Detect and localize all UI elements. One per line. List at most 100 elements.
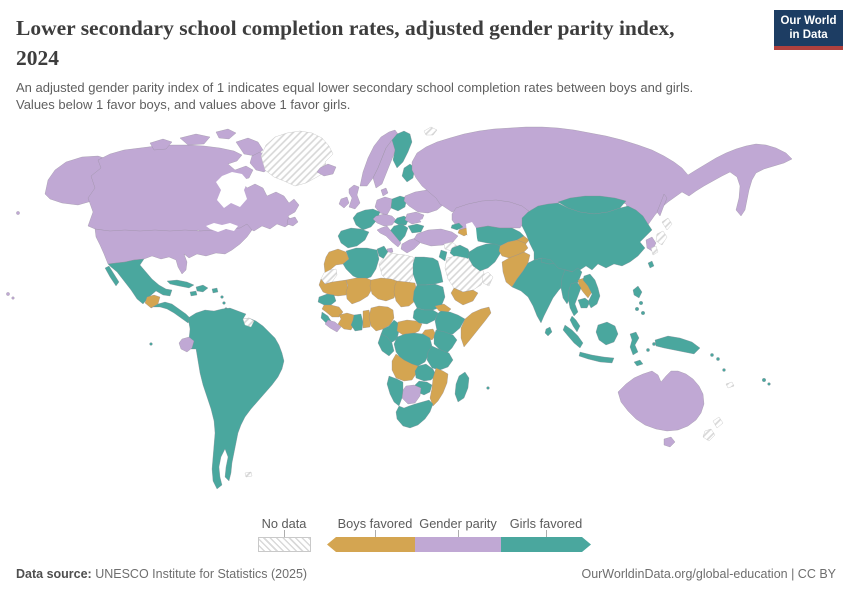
region-uk[interactable] — [348, 184, 361, 210]
region-gabon-congo[interactable] — [377, 333, 395, 357]
region-hawaii[interactable] — [6, 292, 10, 296]
region-tasmania[interactable] — [663, 436, 676, 448]
region-malaysia[interactable] — [569, 315, 581, 333]
region-banks-island[interactable] — [149, 138, 173, 151]
region-fiji[interactable] — [762, 378, 767, 383]
region-mozambique[interactable] — [429, 367, 449, 407]
region-iceland[interactable] — [316, 163, 337, 177]
legend-no-data-swatch[interactable] — [258, 537, 311, 552]
region-falklands[interactable] — [244, 471, 253, 478]
region-australia[interactable] — [617, 370, 705, 432]
region-senegal[interactable] — [317, 293, 337, 306]
region-france[interactable] — [352, 208, 381, 231]
region-vanuatu[interactable] — [722, 368, 726, 372]
region-togo-benin[interactable] — [362, 309, 372, 329]
legend-swatch-boys-favored[interactable] — [327, 537, 415, 552]
region-namibia[interactable] — [386, 375, 404, 407]
region-canadian-arctic[interactable] — [235, 137, 264, 157]
region-moluccas-2[interactable] — [652, 342, 656, 346]
region-thailand[interactable] — [567, 281, 582, 317]
region-libya[interactable] — [378, 251, 416, 288]
region-timor[interactable] — [633, 359, 644, 367]
region-philippines[interactable] — [632, 285, 643, 299]
region-hispaniola[interactable] — [195, 284, 209, 293]
region-ellesmere[interactable] — [215, 128, 237, 140]
region-japan-hokkaido[interactable] — [661, 217, 673, 231]
region-central-europe[interactable] — [372, 213, 397, 227]
region-antilles-1[interactable] — [220, 295, 224, 299]
region-moluccas-1[interactable] — [646, 348, 650, 352]
region-new-zealand-north[interactable] — [712, 416, 724, 429]
owid-url-license[interactable]: OurWorldinData.org/global-education | CC… — [581, 567, 836, 581]
region-philippines-2[interactable] — [639, 301, 644, 306]
region-solomon-2[interactable] — [716, 357, 720, 361]
region-niger[interactable] — [369, 277, 398, 302]
region-south-sudan[interactable] — [412, 307, 439, 325]
region-java[interactable] — [578, 351, 615, 364]
region-chad[interactable] — [393, 280, 418, 308]
region-cambodia[interactable] — [577, 297, 591, 309]
region-vietnam[interactable] — [582, 273, 601, 309]
region-new-zealand-south[interactable] — [702, 428, 716, 442]
region-italy[interactable] — [376, 225, 402, 248]
region-iberia[interactable] — [337, 227, 370, 249]
region-fiji-2[interactable] — [767, 382, 771, 386]
region-japan-honshu[interactable] — [655, 230, 668, 246]
region-denmark[interactable] — [380, 187, 389, 197]
region-morocco[interactable] — [323, 248, 350, 274]
region-zambia[interactable] — [414, 363, 437, 382]
region-sri-lanka[interactable] — [544, 326, 553, 337]
region-puerto-rico[interactable] — [211, 287, 219, 294]
region-ecuador[interactable] — [178, 336, 195, 353]
region-victoria-island[interactable] — [179, 133, 211, 146]
region-greece[interactable] — [400, 237, 421, 254]
region-south-africa[interactable] — [395, 399, 434, 429]
region-cuba[interactable] — [166, 279, 195, 289]
region-jordan-israel[interactable] — [438, 249, 448, 262]
region-hawaii-2[interactable] — [11, 296, 15, 300]
region-sulawesi[interactable] — [629, 331, 640, 356]
region-japan-kyushu[interactable] — [650, 245, 659, 256]
region-central-america[interactable] — [150, 301, 192, 324]
region-mali[interactable] — [345, 277, 373, 305]
region-jamaica[interactable] — [189, 290, 198, 297]
legend-swatch-gender-parity[interactable] — [415, 537, 501, 552]
region-south-america[interactable] — [187, 307, 285, 490]
region-germany[interactable] — [374, 196, 393, 216]
region-philippines-4[interactable] — [641, 311, 646, 316]
region-new-guinea[interactable] — [654, 335, 701, 355]
region-newfoundland[interactable] — [286, 216, 299, 227]
region-angola[interactable] — [391, 353, 419, 382]
region-oman[interactable] — [481, 271, 494, 287]
region-aleutians-icon[interactable] — [16, 211, 20, 215]
region-bulgaria[interactable] — [407, 223, 425, 234]
legend-swatch-girls-favored[interactable] — [501, 537, 591, 552]
region-yemen[interactable] — [450, 287, 479, 306]
region-drc[interactable] — [393, 332, 433, 367]
region-greenland[interactable] — [260, 130, 334, 187]
region-algeria[interactable] — [342, 247, 380, 281]
region-liberia[interactable] — [324, 319, 342, 333]
region-kenya[interactable] — [433, 329, 458, 355]
region-mexico[interactable] — [107, 258, 173, 305]
region-ireland[interactable] — [338, 196, 350, 209]
region-georgia[interactable] — [450, 222, 464, 231]
region-sakhalin[interactable] — [656, 193, 668, 217]
owid-logo[interactable]: Our World in Data — [774, 10, 843, 50]
region-ghana[interactable] — [350, 313, 364, 332]
region-galapagos[interactable] — [149, 342, 153, 346]
region-baja-california[interactable] — [104, 265, 120, 287]
region-botswana[interactable] — [401, 384, 422, 405]
region-poland[interactable] — [390, 195, 408, 212]
region-borneo[interactable] — [595, 321, 619, 346]
region-baltics[interactable] — [401, 163, 416, 183]
region-new-caledonia[interactable] — [725, 381, 735, 389]
region-guinea[interactable] — [321, 304, 344, 318]
region-sumatra[interactable] — [562, 324, 584, 349]
region-hungary[interactable] — [393, 215, 410, 226]
region-iran[interactable] — [468, 243, 504, 272]
region-solomon-1[interactable] — [710, 353, 714, 357]
region-eritrea[interactable] — [434, 303, 452, 314]
region-romania[interactable] — [404, 211, 425, 225]
region-tanzania[interactable] — [426, 345, 454, 371]
